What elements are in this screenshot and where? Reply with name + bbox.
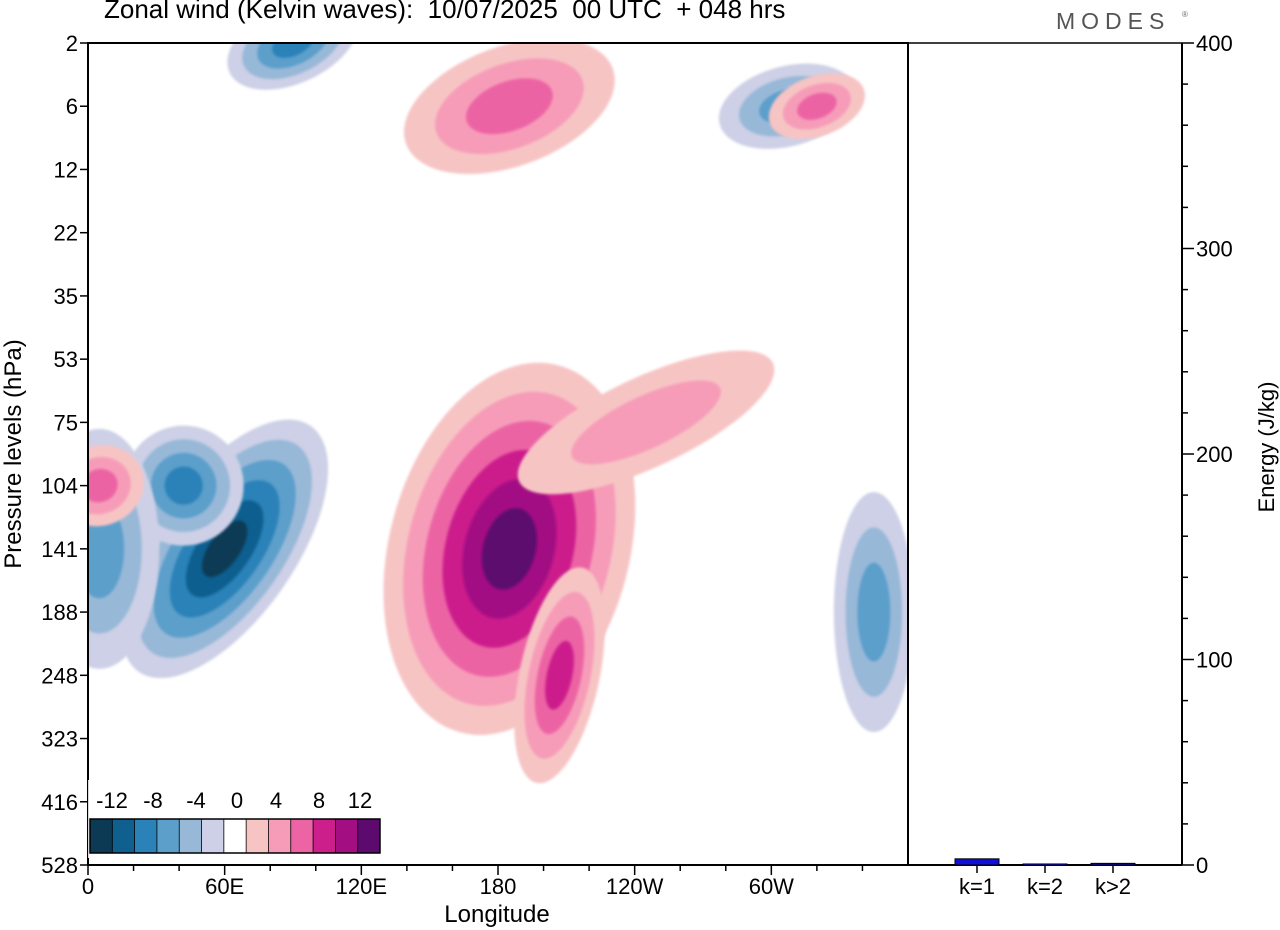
y-tick-label: 188 <box>41 600 78 625</box>
y-axis: 2 6 12 22 35 53 75 104 141 188 248 323 416 528 <box>41 31 88 878</box>
x-axis: 0 60E 120E 180 120W 60W <box>82 865 864 899</box>
x-tick-label: 180 <box>480 874 517 899</box>
chart-title: Zonal wind (Kelvin waves): 10/07/2025 00… <box>104 0 786 24</box>
energy-bar-chart: k=1 k=2 k>2 <box>954 858 1136 899</box>
energy-category-label: k=1 <box>959 874 995 899</box>
contour-band <box>857 562 891 662</box>
colorbar-swatch <box>156 819 180 853</box>
energy-y-axis: 0 100 200 300 400 <box>1182 31 1233 878</box>
energy-category-label: k=2 <box>1027 874 1063 899</box>
colorbar-swatch <box>268 819 292 853</box>
energy-tick-label: 300 <box>1196 237 1233 262</box>
energy-tick-label: 0 <box>1196 853 1208 878</box>
colorbar-label: -8 <box>143 788 163 813</box>
energy-tick-label: 200 <box>1196 442 1233 467</box>
contour-band <box>797 92 837 120</box>
energy-bar <box>1090 862 1136 866</box>
energy-tick-label: 400 <box>1196 31 1233 56</box>
x-tick-label: 120E <box>336 874 387 899</box>
colorbar-swatch <box>246 819 269 853</box>
y-tick-label: 323 <box>41 727 78 752</box>
colorbar-swatch <box>179 819 203 853</box>
colorbar-frame <box>89 818 381 854</box>
colorbar-label: 8 <box>313 788 325 813</box>
colorbar: -12 -8 -4 0 4 8 12 <box>88 780 384 858</box>
colorbar-label: 4 <box>270 788 282 813</box>
energy-bar <box>954 858 1000 866</box>
x-tick-label: 60W <box>749 874 794 899</box>
colorbar-swatch <box>335 819 359 853</box>
y-tick-label: 141 <box>41 537 78 562</box>
colorbar-swatch <box>357 819 381 853</box>
colorbar-swatch <box>201 819 225 853</box>
x-tick-label: 120W <box>606 874 664 899</box>
energy-tick-label: 100 <box>1196 648 1233 673</box>
x-tick-label: 60E <box>205 874 244 899</box>
contour-band <box>481 508 537 590</box>
colorbar-label: -12 <box>96 788 128 813</box>
y-axis-label: Pressure levels (hPa) <box>0 339 27 568</box>
y-tick-label: 2 <box>66 31 78 56</box>
contour-band <box>545 640 574 710</box>
colorbar-swatch <box>112 819 136 853</box>
wind-anomaly-field <box>88 43 908 784</box>
y-tick-label: 528 <box>41 853 78 878</box>
colorbar-swatch <box>290 819 314 853</box>
contour-band <box>88 468 118 503</box>
y-tick-label: 416 <box>41 790 78 815</box>
y-tick-label: 104 <box>41 474 78 499</box>
brand-registered-mark: ® <box>1182 10 1188 19</box>
contour-band <box>164 466 203 505</box>
y-tick-label: 6 <box>66 94 78 119</box>
y-tick-label: 75 <box>54 410 78 435</box>
colorbar-swatch <box>134 819 158 853</box>
y-tick-label: 35 <box>54 284 78 309</box>
contour-band <box>571 380 721 465</box>
colorbar-swatch <box>223 819 247 853</box>
energy-category-label: k>2 <box>1095 874 1131 899</box>
brand-logo: MODES <box>1056 8 1171 34</box>
contour-band <box>465 78 553 135</box>
contour-band <box>202 520 248 578</box>
colorbar-label: -4 <box>186 788 206 813</box>
y-tick-label: 53 <box>54 347 78 372</box>
colorbar-swatch <box>313 819 336 853</box>
energy-axis-label: Energy (J/kg) <box>1254 382 1279 513</box>
y-tick-label: 22 <box>54 221 78 246</box>
x-axis-label: Longitude <box>444 901 549 928</box>
x-tick-label: 0 <box>82 874 94 899</box>
y-tick-label: 12 <box>54 157 78 182</box>
colorbar-label: 12 <box>348 788 372 813</box>
colorbar-swatch <box>90 819 113 853</box>
y-tick-label: 248 <box>41 663 78 688</box>
colorbar-label: 0 <box>231 788 243 813</box>
